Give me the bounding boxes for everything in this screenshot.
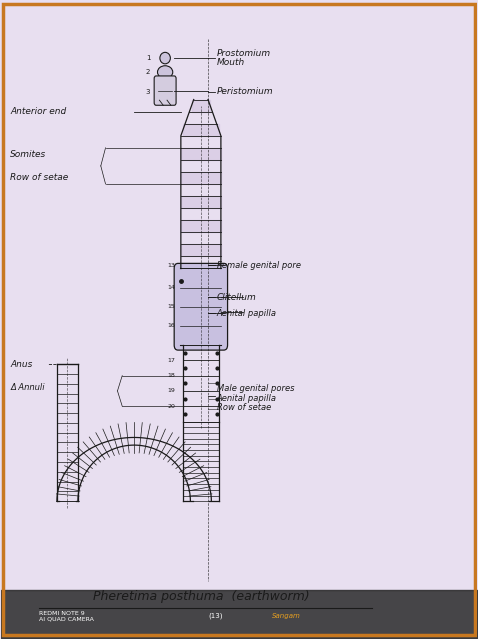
Text: Pheretima posthuma  (earthworm): Pheretima posthuma (earthworm) [93,590,309,603]
FancyBboxPatch shape [174,263,228,350]
Text: 16: 16 [167,323,175,328]
Text: Δ Annuli: Δ Annuli [10,383,45,392]
Text: 18: 18 [167,373,175,378]
Text: Mouth: Mouth [217,58,245,67]
Text: Anus: Anus [10,360,33,369]
Text: Female genital pore: Female genital pore [217,261,301,270]
Text: Sangam: Sangam [272,613,301,619]
Text: Aenital papilla: Aenital papilla [217,394,277,403]
Text: Peristomium: Peristomium [217,88,273,96]
Text: Prostomium: Prostomium [217,49,271,58]
Text: Anterior end: Anterior end [10,107,66,116]
Text: Somites: Somites [10,150,46,159]
Text: 20: 20 [167,404,175,409]
Text: Clitellum: Clitellum [217,293,256,302]
Ellipse shape [160,52,170,64]
Text: REDMI NOTE 9
AI QUAD CAMERA: REDMI NOTE 9 AI QUAD CAMERA [39,611,94,621]
Text: Row of setae: Row of setae [217,403,271,412]
Text: (13): (13) [208,613,222,619]
Text: 2: 2 [146,69,151,75]
Text: Aenital papilla: Aenital papilla [217,309,277,318]
Text: 17: 17 [167,358,175,363]
Text: 14: 14 [167,285,175,290]
FancyBboxPatch shape [154,76,176,105]
Text: 1: 1 [146,55,151,61]
Text: 13: 13 [167,263,175,268]
Text: 3: 3 [146,89,151,95]
Ellipse shape [157,66,173,79]
Text: 19: 19 [167,389,175,394]
Text: 15: 15 [167,304,175,309]
Text: Row of setae: Row of setae [10,173,68,182]
Text: Male genital pores: Male genital pores [217,384,294,393]
